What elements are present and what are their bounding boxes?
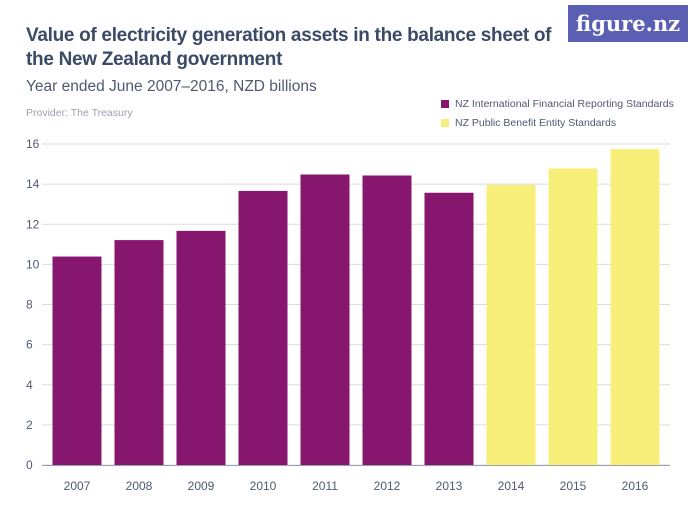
y-tick-label: 12 [26,217,40,231]
legend-label: NZ Public Benefit Entity Standards [455,117,617,129]
y-tick-label: 2 [26,418,33,432]
legend-item-ifrs: NZ International Financial Reporting Sta… [441,98,674,110]
y-tick-label: 8 [26,298,33,312]
provider-label: Provider: The Treasury [26,107,133,119]
chart-title: Value of electricity generation assets i… [26,25,552,70]
bar-2013 [424,192,474,465]
x-tick-label: 2010 [250,479,277,493]
bar-2007 [52,256,102,465]
bar-2008 [114,240,164,465]
legend-item-pbe: NZ Public Benefit Entity Standards [441,117,616,129]
x-tick-label: 2016 [622,479,649,493]
x-tick-label: 2012 [374,479,401,493]
figure-nz-logo[interactable]: figure.nz [568,5,688,42]
bar-2015 [548,168,598,465]
x-tick-label: 2007 [64,479,91,493]
chart-subtitle: Year ended June 2007–2016, NZD billions [26,78,317,95]
bar-2014 [486,184,536,466]
bar-2010 [238,190,288,466]
legend-swatch [441,100,449,108]
x-tick-label: 2011 [312,479,338,493]
y-tick-label: 10 [26,257,40,271]
x-tick-label: 2014 [498,479,525,493]
legend-swatch [441,119,449,127]
bar-2011 [300,174,350,465]
bar-2009 [176,230,226,465]
x-tick-label: 2008 [126,479,153,493]
y-tick-label: 14 [26,177,40,191]
x-tick-label: 2013 [436,479,463,493]
x-tick-label: 2015 [560,479,587,493]
legend-label: NZ International Financial Reporting Sta… [455,98,674,110]
y-tick-label: 0 [26,458,33,472]
y-tick-label: 6 [26,338,33,352]
y-tick-label: 4 [26,378,33,392]
bar-2012 [362,175,412,466]
x-tick-label: 2009 [188,479,215,493]
y-tick-label: 16 [26,137,40,151]
bar-2016 [610,149,660,465]
